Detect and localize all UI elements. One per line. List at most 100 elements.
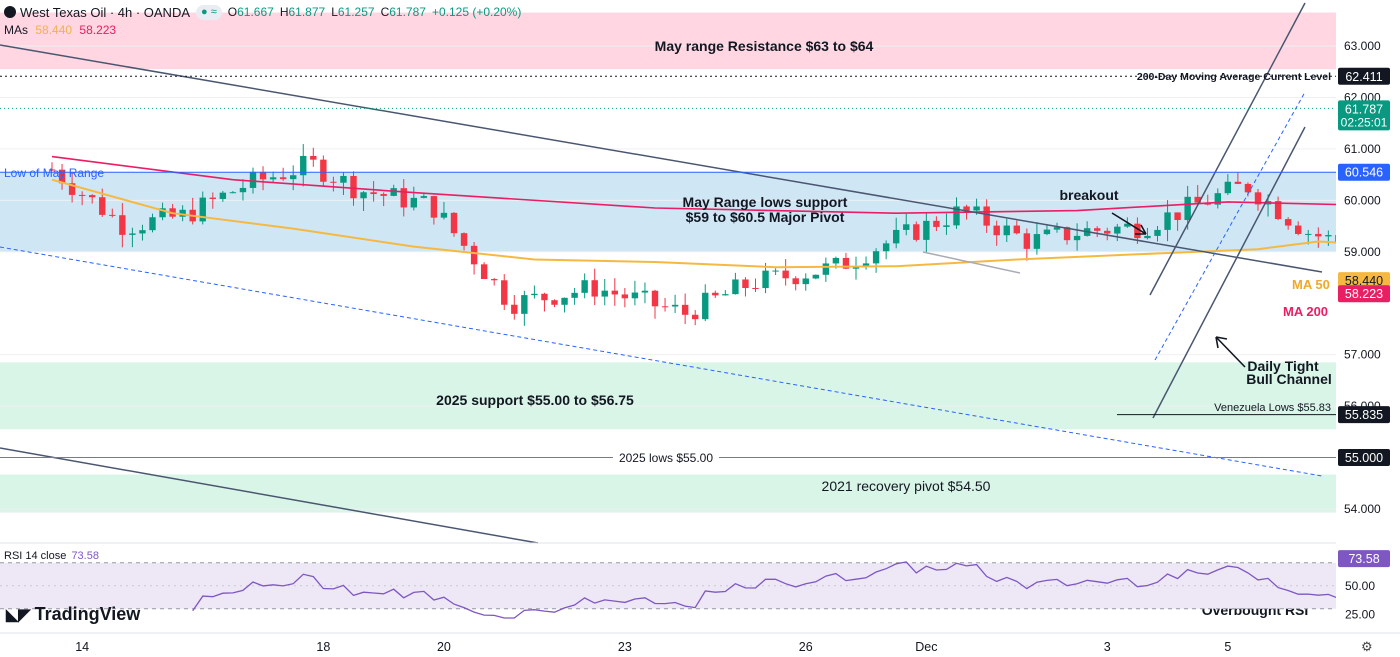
- candle-body: [772, 270, 779, 272]
- candle-body: [1214, 193, 1221, 205]
- candle-body: [651, 290, 659, 307]
- candle-body: [58, 169, 66, 184]
- candle-body: [1063, 227, 1071, 241]
- candle-body: [209, 197, 216, 199]
- candle-body: [129, 233, 136, 235]
- candle-body: [792, 278, 799, 285]
- downtrend-line-lower: [0, 447, 539, 544]
- candle-body: [872, 251, 880, 264]
- label-resistance: May range Resistance $63 to $64: [655, 38, 874, 54]
- candle-body: [581, 280, 588, 293]
- badge-may-low-bg: [1338, 163, 1390, 181]
- candle-body: [89, 195, 96, 198]
- candle-body: [732, 279, 739, 295]
- label-breakout: breakout: [1059, 187, 1118, 203]
- candle-body: [561, 297, 568, 305]
- badge-venezuela: 55.835: [1345, 408, 1383, 422]
- candle-body: [571, 292, 578, 298]
- candle-body: [1013, 225, 1020, 234]
- zone-recovery_2021: [0, 474, 1336, 513]
- candle-body: [410, 197, 417, 208]
- rsi-line: [192, 561, 1400, 619]
- candle-body: [279, 177, 287, 180]
- label-venezuela: Venezuela Lows $55.83: [1214, 402, 1331, 414]
- zone-pivot: [0, 172, 1336, 252]
- badge-ma50: 58.440: [1345, 274, 1383, 288]
- candle-body: [149, 217, 156, 231]
- label-recovery: 2021 recovery pivot $54.50: [822, 478, 991, 494]
- badge-ma200-bg: [1338, 285, 1390, 303]
- ma50-legend-value: 58.440: [35, 23, 73, 37]
- ma-legend[interactable]: MAs 58.440 58.223: [4, 23, 116, 37]
- candle-body: [1224, 181, 1232, 194]
- zone-resistance: [0, 12, 1336, 70]
- candle-body: [350, 175, 357, 199]
- candle-body: [470, 245, 478, 265]
- chart-header: West Texas Oil · 4h · OANDA ● ≈ O61.667 …: [4, 3, 527, 21]
- label-channel-2: Bull Channel: [1246, 371, 1332, 387]
- badge-2025-lows: 55.000: [1345, 451, 1383, 465]
- candle-body: [832, 257, 840, 264]
- badge-200-day-ma-bg: [1338, 67, 1390, 85]
- candle-body: [641, 290, 649, 293]
- candle-body: [913, 224, 920, 240]
- candle-body: [139, 230, 146, 234]
- label-pivot-2: $59 to $60.5 Major Pivot: [686, 209, 845, 225]
- label-support: 2025 support $55.00 to $56.75: [436, 392, 634, 408]
- rsi-legend-value: 73.58: [71, 550, 99, 562]
- candle-body: [109, 214, 116, 216]
- candle-body: [671, 304, 679, 307]
- tradingview-logo-icon: ◣◤: [6, 606, 31, 624]
- symbol-title[interactable]: West Texas Oil · 4h · OANDA: [20, 4, 191, 20]
- channel-arrow: [1215, 336, 1246, 368]
- market-status-badge[interactable]: ● ≈: [196, 4, 222, 20]
- candle-body: [491, 279, 498, 281]
- candle-body: [1134, 223, 1141, 239]
- range-line: [922, 251, 1021, 274]
- candle-body: [420, 196, 428, 198]
- candle-body: [1124, 223, 1131, 227]
- candle-body: [531, 293, 538, 296]
- candle-body: [1194, 196, 1201, 203]
- time-tick-label: 26: [799, 640, 813, 654]
- breakout-arrow: [1111, 212, 1147, 235]
- rsi-legend-label: RSI 14 close: [4, 550, 67, 562]
- candle-body: [973, 206, 980, 211]
- candle-body: [1274, 201, 1282, 220]
- candle-body: [1234, 181, 1242, 184]
- candle-body: [953, 206, 960, 226]
- ma-legend-label: MAs: [4, 23, 28, 37]
- candle-body: [99, 197, 106, 215]
- candle-body: [842, 257, 850, 269]
- candle-body: [1184, 196, 1191, 221]
- candle-body: [882, 243, 890, 252]
- candle-body: [702, 292, 709, 320]
- badge-rsi: 73.58: [1348, 552, 1379, 566]
- candle-body: [1174, 212, 1181, 221]
- candle-body: [933, 220, 940, 227]
- dashed-support-line: [0, 246, 1323, 477]
- candle-body: [1053, 227, 1061, 230]
- candle-body: [1305, 233, 1312, 235]
- candle-body: [862, 263, 870, 267]
- gear-icon[interactable]: ⚙: [1361, 639, 1373, 654]
- badge-rsi-bg: [1338, 550, 1390, 568]
- candle-body: [692, 314, 699, 320]
- candle-body: [159, 208, 166, 218]
- candle-body: [1295, 225, 1302, 234]
- label-200-day-ma: 200-Day Moving Average Current Level: [1137, 71, 1331, 83]
- tradingview-branding[interactable]: ◣◤ TradingView: [6, 604, 140, 625]
- candle-body: [893, 229, 900, 244]
- candle-body: [269, 177, 277, 180]
- candle-body: [380, 194, 387, 196]
- candle-body: [611, 290, 618, 295]
- candle-body: [1104, 230, 1111, 234]
- candle-body: [48, 169, 56, 171]
- label-may-low: Low of May Range: [4, 166, 104, 180]
- label-2025-lows: 2025 lows $55.00: [619, 451, 713, 465]
- rsi-legend[interactable]: RSI 14 close 73.58: [4, 550, 99, 562]
- time-tick-label: 23: [618, 640, 632, 654]
- candle-body: [681, 304, 689, 315]
- candle-body: [983, 206, 990, 226]
